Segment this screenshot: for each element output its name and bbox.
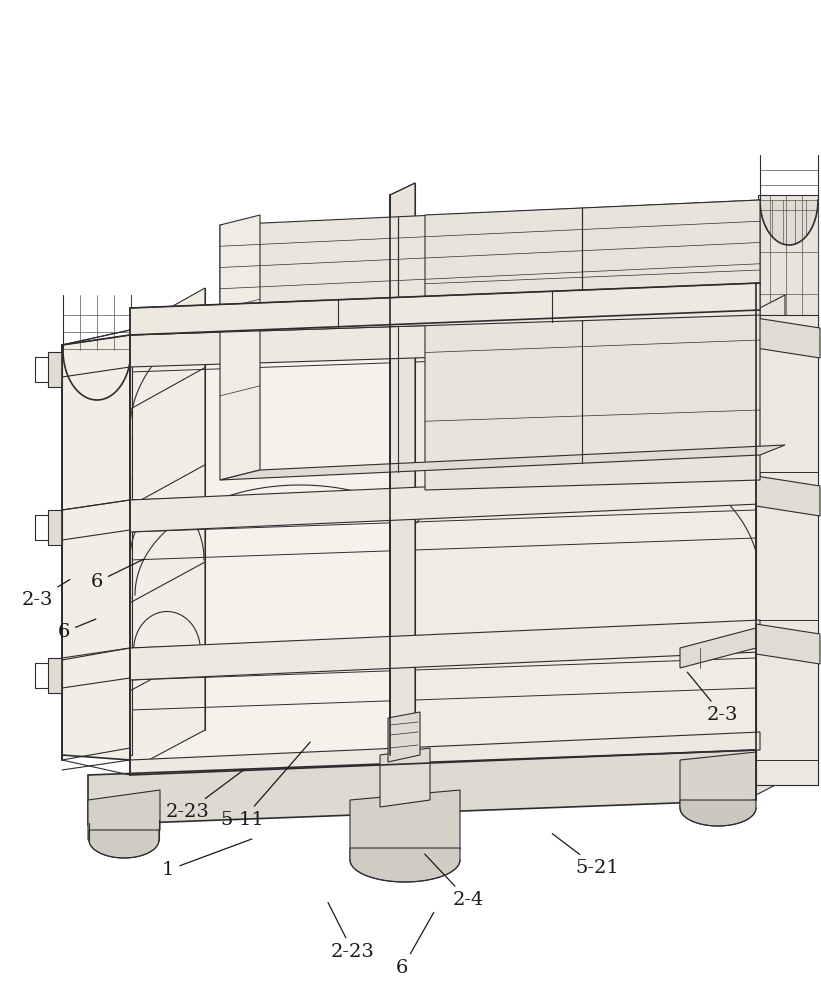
Polygon shape bbox=[130, 288, 205, 770]
Text: 5-11: 5-11 bbox=[220, 742, 310, 829]
Polygon shape bbox=[756, 624, 820, 664]
Text: 2-3: 2-3 bbox=[21, 579, 70, 609]
Polygon shape bbox=[48, 510, 62, 545]
Text: 6: 6 bbox=[90, 559, 144, 591]
Polygon shape bbox=[130, 320, 390, 500]
Polygon shape bbox=[130, 315, 760, 367]
Polygon shape bbox=[415, 283, 756, 495]
Polygon shape bbox=[63, 350, 131, 400]
Polygon shape bbox=[390, 183, 415, 730]
Polygon shape bbox=[350, 790, 460, 860]
Polygon shape bbox=[758, 195, 818, 785]
Text: 5-21: 5-21 bbox=[553, 834, 620, 877]
Polygon shape bbox=[756, 318, 820, 358]
Polygon shape bbox=[130, 620, 760, 680]
Text: 6: 6 bbox=[396, 912, 433, 977]
Polygon shape bbox=[88, 790, 160, 840]
Polygon shape bbox=[756, 295, 785, 795]
Polygon shape bbox=[680, 628, 756, 668]
Polygon shape bbox=[48, 658, 62, 693]
Text: 2-4: 2-4 bbox=[424, 854, 484, 909]
Polygon shape bbox=[756, 476, 820, 516]
Polygon shape bbox=[220, 445, 785, 480]
Text: 6: 6 bbox=[57, 619, 96, 641]
Text: 2-23: 2-23 bbox=[328, 902, 375, 961]
Polygon shape bbox=[89, 830, 159, 858]
Polygon shape bbox=[130, 283, 760, 335]
Polygon shape bbox=[756, 315, 818, 785]
Polygon shape bbox=[680, 800, 756, 826]
Polygon shape bbox=[680, 752, 756, 808]
Polygon shape bbox=[48, 352, 62, 387]
Text: 1: 1 bbox=[162, 839, 252, 879]
Polygon shape bbox=[415, 480, 756, 643]
Polygon shape bbox=[220, 215, 260, 480]
Polygon shape bbox=[760, 200, 818, 245]
Text: 2-3: 2-3 bbox=[687, 672, 738, 724]
Polygon shape bbox=[130, 472, 760, 532]
Polygon shape bbox=[130, 472, 390, 648]
Polygon shape bbox=[388, 712, 420, 762]
Polygon shape bbox=[88, 750, 756, 825]
Polygon shape bbox=[415, 628, 756, 784]
Polygon shape bbox=[350, 848, 460, 882]
Polygon shape bbox=[62, 335, 130, 760]
Polygon shape bbox=[130, 620, 390, 760]
Polygon shape bbox=[220, 200, 760, 310]
Text: 2-23: 2-23 bbox=[165, 770, 244, 821]
Polygon shape bbox=[130, 732, 760, 778]
Polygon shape bbox=[62, 345, 132, 755]
Polygon shape bbox=[425, 200, 760, 490]
Polygon shape bbox=[380, 748, 430, 807]
